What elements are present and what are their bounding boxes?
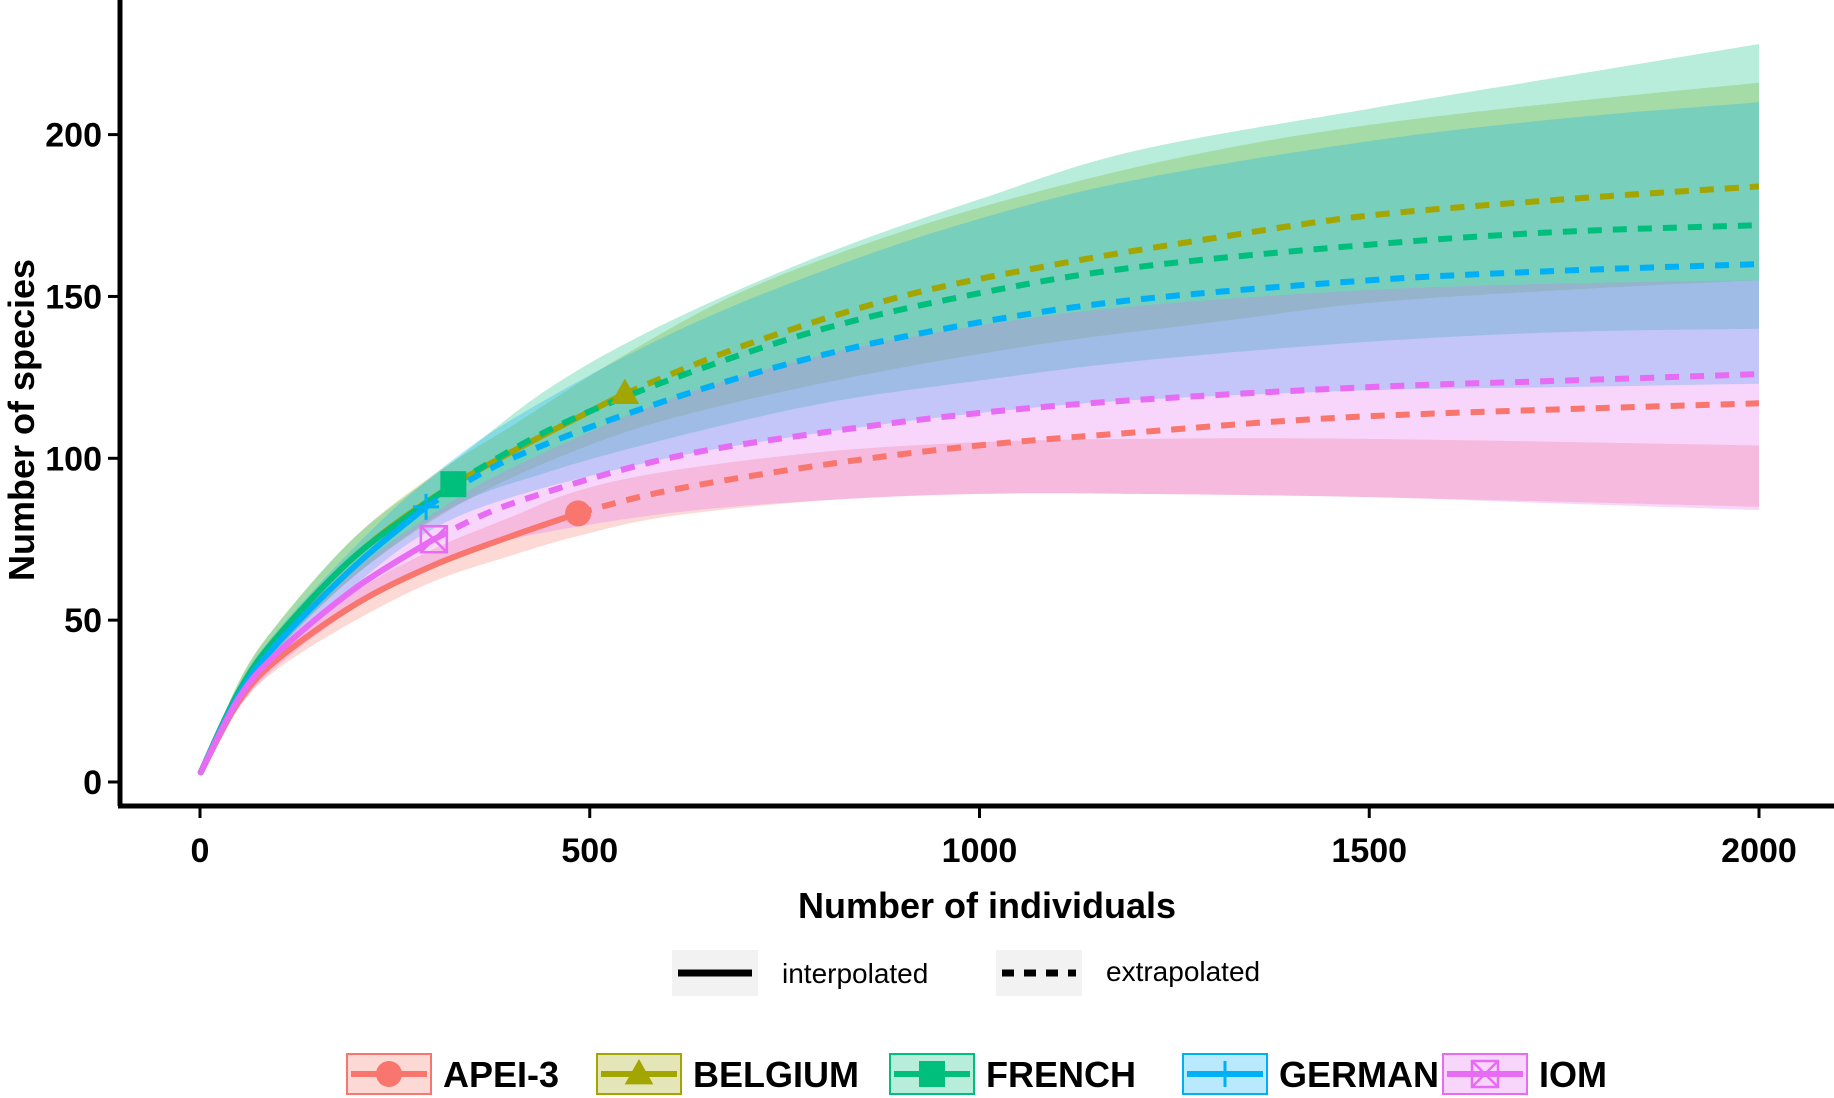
- band-belgium: [200, 82, 1759, 773]
- y-tick-label-0: 0: [83, 764, 102, 802]
- x-tick-label-2000: 2000: [1721, 832, 1797, 870]
- observed-point-iom: [419, 524, 449, 554]
- legend-item-iom: IOM: [1442, 1053, 1607, 1095]
- confidence-bands: [200, 44, 1759, 773]
- legend-item-belgium: BELGIUM: [596, 1053, 859, 1095]
- x-tick-label-1500: 1500: [1331, 832, 1407, 870]
- band-apei-3: [200, 438, 1759, 773]
- x-tick-label-500: 500: [561, 832, 618, 870]
- legend-label-extrapolated: extrapolated: [1106, 956, 1260, 987]
- legend-label-belgium: BELGIUM: [693, 1054, 859, 1095]
- legend-marker-belgium: [624, 1059, 654, 1085]
- y-axis-title: Number of species: [1, 259, 42, 581]
- legend-label-german: GERMAN: [1279, 1054, 1439, 1095]
- y-tick-label-100: 100: [45, 440, 102, 478]
- legend-marker-apei-3: [376, 1061, 402, 1087]
- x-axis-title: Number of individuals: [798, 885, 1176, 926]
- x-tick-label-1000: 1000: [942, 832, 1018, 870]
- observed-point-french: [440, 471, 467, 498]
- legend-label-iom: IOM: [1539, 1054, 1607, 1095]
- legend-marker-german: [1212, 1061, 1238, 1087]
- legend-item-german: GERMAN: [1182, 1053, 1439, 1095]
- y-tick-label-200: 200: [45, 117, 102, 155]
- legend-label-interpolated: interpolated: [782, 958, 928, 989]
- x-tick-label-0: 0: [191, 832, 210, 870]
- legend-item-apei-3: APEI-3: [346, 1053, 559, 1095]
- band-french: [200, 44, 1759, 773]
- y-tick-label-150: 150: [45, 278, 102, 316]
- line-extrapolated-apei-3: [577, 400, 1760, 517]
- y-axis-ticks: 0 50 100 150 200: [45, 117, 120, 802]
- legend-marker-iom: [1470, 1059, 1500, 1089]
- legend-item-french: FRENCH: [889, 1053, 1136, 1095]
- observed-point-apei-3: [565, 500, 592, 527]
- line-extrapolated-iom: [432, 371, 1760, 542]
- observed-point-german: [413, 493, 440, 520]
- legend-label-french: FRENCH: [986, 1054, 1136, 1095]
- legend-label-apei-3: APEI-3: [443, 1054, 559, 1095]
- band-iom: [200, 280, 1759, 773]
- line-type-legend: interpolated extrapolated: [672, 950, 1260, 996]
- band-german: [200, 102, 1759, 773]
- line-extrapolated-german: [424, 261, 1760, 510]
- x-axis-ticks: 0 500 1000 1500 2000: [191, 806, 1797, 870]
- line-interpolated-iom: [197, 536, 437, 776]
- line-extrapolated-belgium: [623, 183, 1760, 397]
- line-extrapolated-french: [451, 222, 1760, 487]
- y-tick-label-50: 50: [64, 602, 102, 640]
- series-lines: [197, 183, 1760, 776]
- legend-marker-french: [919, 1061, 945, 1087]
- series-legend: APEI-3 BELGIUM FRENCH GERMAN IOM: [346, 1053, 1607, 1095]
- observed-point-belgium: [610, 378, 640, 404]
- observed-markers: [413, 378, 640, 554]
